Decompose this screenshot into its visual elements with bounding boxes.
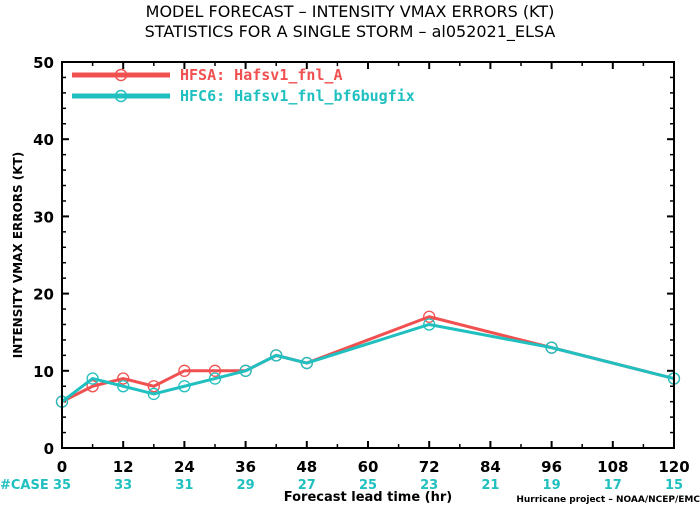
legend-marker [114,89,128,103]
data-point [86,372,99,385]
y-tick-label: 50 [33,54,54,72]
x-tick-label: 84 [480,458,501,476]
data-point [86,380,99,393]
case-count: 23 [420,478,438,493]
data-point [208,364,222,377]
legend-marker [114,68,128,82]
x-tick-label: 12 [113,458,134,476]
data-point [117,380,130,393]
legend: HFSA: Hafsv1_fnl_A HFC6: Hafsv1_fnl_bf6bu… [72,66,415,105]
credit-text: Hurricane project – NOAA/NCEP/EMC [516,495,700,505]
x-tick-label: 108 [597,458,628,476]
case-count: 31 [175,478,193,493]
plot-frame [61,61,675,449]
data-point [178,380,191,393]
data-point [423,318,436,331]
data-point [208,372,222,385]
data-point [300,356,313,370]
series-line [61,322,675,403]
series-1 [55,310,681,408]
data-point [147,387,160,401]
data-point [423,310,436,323]
x-tick-label: 36 [235,458,256,476]
case-count: 21 [481,478,499,493]
case-count: 35 [53,478,71,493]
axes-layer: 0 12 24 36 48 60 72 84 96 108 120 0 10 20 30 40 50 #CASE 3… [0,54,690,493]
data-point [178,364,191,377]
x-tick-label: 60 [358,458,379,476]
legend-label: HFC6: Hafsv1_fnl_bf6bugfix [180,87,415,105]
data-point [117,372,130,385]
data-point [147,380,160,393]
y-tick-label: 40 [33,131,54,149]
case-count: 33 [114,478,132,493]
y-tick-label: 30 [33,208,54,226]
chart-subtitle: STATISTICS FOR A SINGLE STORM – al052021… [145,22,556,42]
x-tick-label: 72 [419,458,440,476]
data-point [270,349,283,362]
series-2 [55,318,681,408]
y-tick-label: 0 [44,440,54,458]
data-point [545,341,558,354]
chart-title: MODEL FORECAST – INTENSITY VMAX ERRORS (… [146,2,555,21]
case-count: 25 [359,478,377,493]
case-count: 27 [298,478,316,493]
y-axis-label: INTENSITY VMAX ERRORS (KT) [11,152,25,358]
x-tick-label: 24 [174,458,195,476]
x-axis-label: Forecast lead time (hr) [284,490,452,505]
series-layer [55,310,681,408]
case-count: 29 [237,478,255,493]
legend-label: HFSA: Hafsv1_fnl_A [180,66,343,84]
case-count: 15 [665,478,683,493]
data-point [239,364,252,377]
case-count: 19 [543,478,561,493]
case-label: #CASE [0,478,49,493]
x-tick-label: 48 [296,458,317,476]
y-tick-label: 20 [33,286,54,304]
x-tick-label: 96 [541,458,562,476]
case-count: 17 [604,478,622,493]
x-tick-label: 120 [658,458,689,476]
y-tick-label: 10 [33,363,54,381]
x-tick-label: 0 [57,458,67,476]
